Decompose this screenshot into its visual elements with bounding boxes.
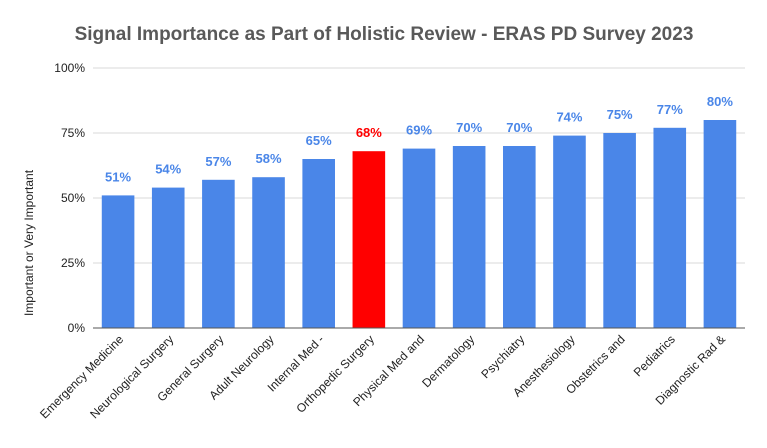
bar [402,148,436,328]
data-label: 54% [155,162,181,177]
y-tick-label: 0% [68,321,86,335]
data-label: 51% [105,169,131,184]
bar [352,151,386,328]
bar [603,133,636,328]
bar [653,127,687,328]
x-tick-label: Emergency Medicine [37,332,126,421]
y-tick-label: 25% [61,256,85,270]
y-tick-label: 75% [61,126,85,140]
x-tick-label: Dermatology [419,332,477,390]
data-label: 75% [607,107,633,122]
x-tick-label: Neurological Surgery [87,332,176,421]
y-tick-label: 100% [54,61,85,75]
bar [503,146,536,328]
data-label: 80% [707,94,733,109]
bar [452,146,486,328]
data-label: 68% [356,125,382,140]
chart-title: Signal Importance as Part of Holistic Re… [75,24,694,45]
data-label: 58% [256,151,282,166]
data-label: 74% [556,110,582,125]
bar [703,120,737,328]
bar [252,177,285,328]
data-labels: 51% 54% 57% 58% 65% 68% 69% 70% 70% 74% 75% 77% 80% [105,94,733,184]
x-tick-label: Psychiatry [478,332,527,381]
data-label: 70% [506,120,532,135]
bar [302,159,335,328]
data-label: 69% [406,123,432,138]
bar [151,187,185,328]
y-axis-label: Important or Very Important [22,169,36,316]
bar [202,179,235,328]
bar [553,135,586,328]
data-label: 70% [456,120,482,135]
data-label: 77% [657,102,683,117]
bars [101,120,737,328]
bar [101,195,135,328]
data-label: 65% [306,133,332,148]
y-tick-label: 50% [61,191,85,205]
x-tick-label: Pediatrics [631,332,678,379]
data-label: 57% [205,154,231,169]
y-axis-ticks: 0% 25% 50% 75% 100% [54,61,85,335]
